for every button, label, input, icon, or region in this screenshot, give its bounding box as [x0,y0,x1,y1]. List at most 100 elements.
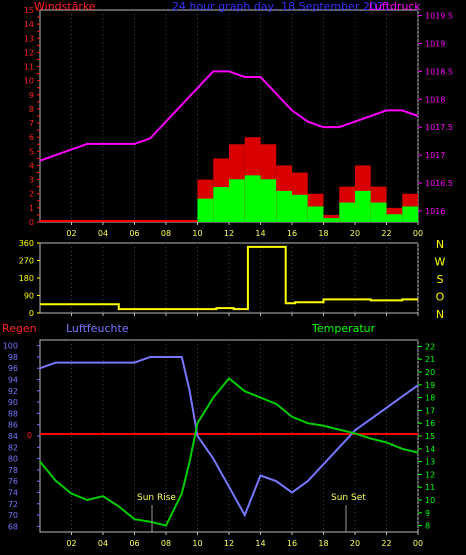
temperature-tick-label: 20 [425,368,435,377]
wind-avg-bar [307,206,324,222]
direction-tick-label: 90 [24,292,34,301]
temperature-tick-label: 10 [425,496,435,505]
bottom-panel: Sun Rise Sun Set 68707274767880828486889… [2,322,435,548]
compass-label: N [436,238,444,251]
humidity-ticks: 68 70 72 74 76 78 80 82 84 86 88 90 92 94 96 98 100 [3,342,40,531]
temperature-tick-label: 8 [425,522,430,531]
sunset-label: Sun Set [331,493,366,503]
wind-avg-bar [402,206,418,222]
top-x-tick-label: 22 [381,229,391,238]
wind-tick-label: 11 [24,63,34,72]
humidity-tick-label: 76 [8,477,18,486]
humidity-axis-label: Luftfeuchte [66,322,129,335]
pressure-tick-label: 1019.5 [425,12,453,21]
bottom-x-tick-label: 22 [381,539,391,548]
top-x-tick-label: 10 [192,229,202,238]
temperature-tick-label: 21 [425,355,435,364]
wind-avg-bar [339,202,355,222]
wind-avg-bar [197,198,214,222]
direction-tick-label: 0 [29,309,34,318]
bottom-x-tick-label: 06 [129,539,139,548]
direction-ticks: 0 90 180 270 360 [19,239,40,318]
bottom-x-tick-label: 08 [161,539,171,548]
temperature-axis-label: Temperatur [311,322,376,335]
top-x-tick-label: 08 [161,229,171,238]
pressure-tick-label: 1017.5 [425,123,453,132]
top-x-tick-label: 20 [350,229,360,238]
humidity-tick-label: 98 [8,353,18,362]
pressure-line [39,70,419,162]
wind-avg-bar [323,218,340,222]
humidity-tick-label: 78 [8,466,18,475]
humidity-tick-label: 82 [8,443,18,452]
temperature-tick-label: 9 [425,509,430,518]
wind-avg-bar [229,179,245,222]
wind-avg-bar [213,187,229,222]
bottom-x-tick-label: 12 [224,539,234,548]
top-x-tick-label: 12 [224,229,234,238]
wind-tick-label: 2 [29,190,34,199]
pressure-tick-label: 1017 [425,151,445,160]
bottom-x-tick-label: 14 [255,539,265,548]
wind-tick-label: 3 [29,176,34,185]
humidity-tick-label: 94 [8,376,18,385]
pressure-axis-label: Luftdruck [369,0,421,13]
wind-avg-bar [386,214,403,222]
wind-tick-label: 13 [24,34,34,43]
sunrise-label: Sun Rise [137,493,176,503]
wind-tick-label: 12 [24,48,34,57]
wind-tick-label: 6 [29,133,34,142]
direction-tick-label: 360 [19,239,34,248]
bottom-x-ticks: 02 04 06 08 10 12 14 16 18 20 22 00 [66,532,423,548]
wind-avg-bar [244,175,261,222]
chart-title: 24 hour graph day, 18 September 2021 [172,0,391,13]
bottom-x-tick-label: 02 [66,539,76,548]
bottom-x-tick-label: 18 [318,539,328,548]
top-right-ticks: 1016 1016.5 1017 1017.5 1018 1018.5 1019 1019.5 [418,12,453,216]
wind-axis-label: Windstärke [34,0,96,13]
bottom-x-tick-label: 20 [350,539,360,548]
humidity-tick-label: 68 [8,522,18,531]
top-x-tick-label: 04 [98,229,108,238]
direction-tick-label: 270 [19,257,34,266]
wind-tick-label: 10 [24,77,34,86]
temperature-tick-label: 12 [425,470,435,479]
compass-label: W [435,256,446,269]
temperature-tick-label: 18 [425,394,435,403]
wind-tick-label: 14 [24,20,34,29]
humidity-tick-label: 84 [8,432,18,441]
top-x-tick-label: 16 [287,229,297,238]
wind-tick-label: 8 [29,105,34,114]
top-x-tick-label: 14 [255,229,265,238]
wind-avg-bar [292,194,308,222]
bottom-x-tick-label: 10 [192,539,202,548]
humidity-tick-label: 92 [8,387,18,396]
top-x-tick-label: 02 [66,229,76,238]
middle-plot-frame [39,242,419,314]
humidity-tick-label: 74 [8,488,18,497]
pressure-tick-label: 1016.5 [425,179,453,188]
temperature-tick-label: 17 [425,406,435,415]
temperature-tick-label: 22 [425,342,435,351]
wind-bars [40,137,418,222]
pressure-tick-label: 1019 [425,39,445,48]
wind-avg-bar [355,190,371,222]
rain-tick: 0 [27,431,32,440]
wind-tick-label: 0 [29,218,34,227]
wind-tick-label: 7 [29,119,34,128]
wind-tick-label: 1 [29,204,34,213]
middle-grid [71,243,419,316]
top-x-tick-label: 00 [413,229,423,238]
wind-tick-label: 5 [29,147,34,156]
direction-tick-label: 180 [19,274,34,283]
rain-axis-label: Regen [2,322,37,335]
humidity-tick-label: 86 [8,421,18,430]
temperature-tick-label: 16 [425,419,435,428]
humidity-tick-label: 88 [8,409,18,418]
wind-avg-bar [370,202,387,222]
temperature-ticks: 8 9 10 11 12 13 14 15 16 17 18 19 20 21 22 [418,342,435,531]
top-x-ticks: 02 04 06 08 10 12 14 16 18 20 22 00 [66,222,423,238]
